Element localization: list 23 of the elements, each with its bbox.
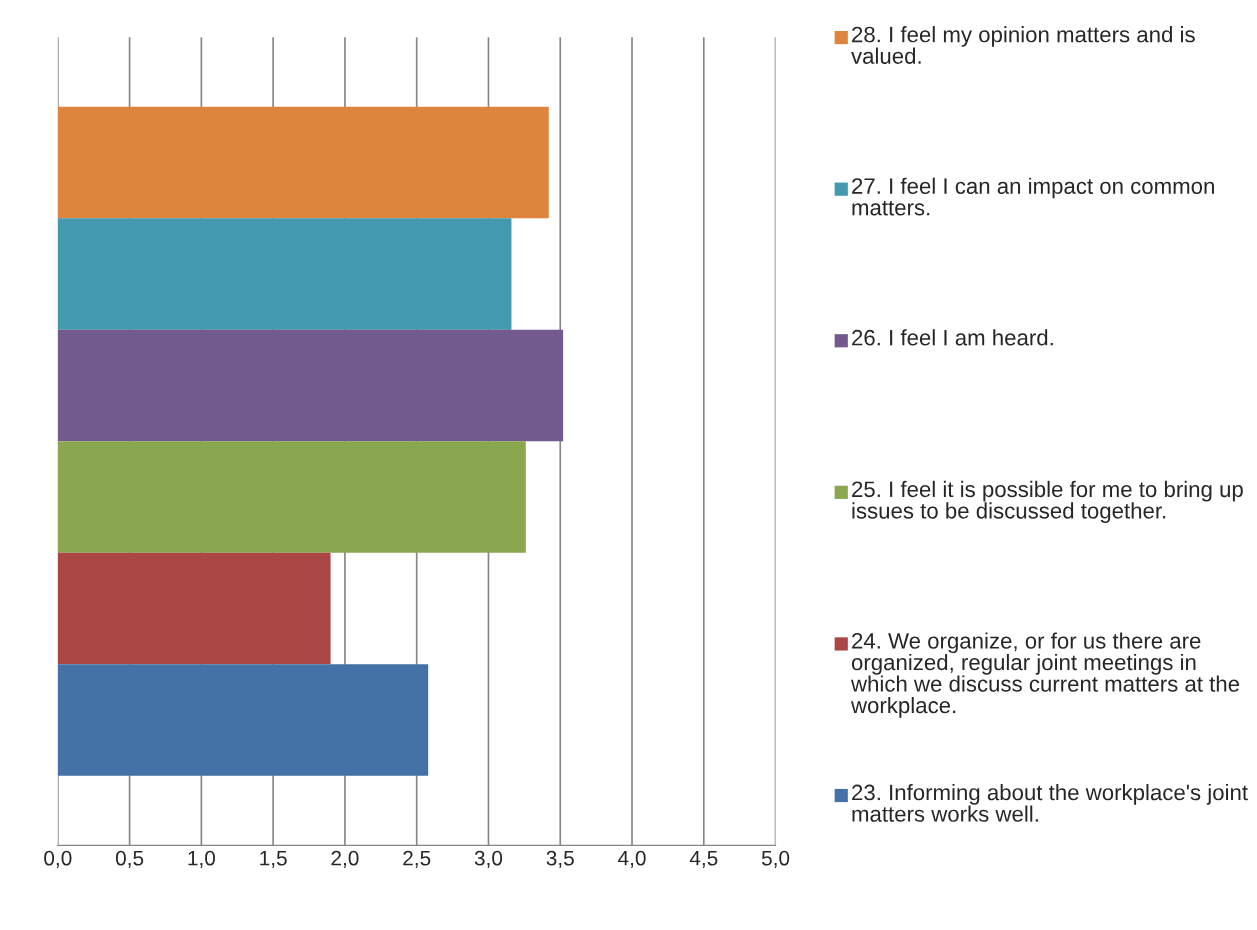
bar xyxy=(57,106,549,219)
legend-label: 27. I feel I can an impact on common matters. xyxy=(852,177,1214,216)
x-tick-label: 3,5 xyxy=(546,850,574,868)
x-tick-label: 5,0 xyxy=(761,850,790,868)
legend-label: 23. Informing about the workplace's joint matters works well. xyxy=(852,783,1248,822)
legend-label: 26. I feel I am heard. xyxy=(852,329,1053,346)
bar xyxy=(57,441,526,553)
x-tick-label: 4,5 xyxy=(689,851,718,868)
legend-label: 28. I feel my opinion matters and is valued. xyxy=(851,26,1195,64)
bar xyxy=(57,218,512,330)
x-tick-label: 0,0 xyxy=(44,850,72,868)
bar xyxy=(57,329,564,442)
x-tick-label: 4,0 xyxy=(618,850,646,868)
legend-label: 25. I feel it is possible for me to bring up issues to be discussed together. xyxy=(852,480,1243,524)
x-tick-label: 2,0 xyxy=(331,850,359,868)
x-tick-label: 1,5 xyxy=(260,851,287,868)
bar xyxy=(57,552,331,665)
bar xyxy=(57,664,429,776)
x-tick-label: 3,0 xyxy=(474,850,503,868)
x-tick-label: 0,5 xyxy=(115,850,144,868)
x-tick-label: 2,5 xyxy=(403,850,431,868)
legend-label: 24. We organize, or for us there are organized, regular joint meetings in which we discuss current matters at the workplace. xyxy=(850,632,1240,718)
x-tick-label: 1,0 xyxy=(188,850,216,868)
